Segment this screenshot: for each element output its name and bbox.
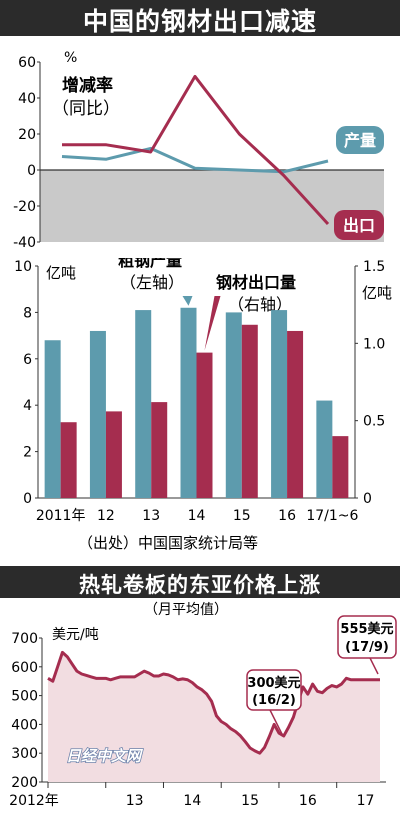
year-label: 13 bbox=[126, 793, 144, 809]
y-tick-label: 60 bbox=[18, 55, 36, 71]
bar1-label-name: 粗钢产量 bbox=[118, 258, 182, 270]
price-area-fill bbox=[48, 652, 380, 782]
bars bbox=[44, 307, 349, 498]
export-label-badge bbox=[334, 210, 384, 240]
category-label: 2011年 bbox=[36, 508, 86, 524]
y-tick-label: 300 bbox=[11, 746, 38, 762]
y-tick-label: 600 bbox=[11, 660, 38, 676]
bar-production bbox=[225, 312, 242, 498]
title-banner-bottom: 热轧卷板的东亚价格上涨 bbox=[0, 566, 400, 598]
y-tick-labels: 700 600 500 400 300 200 bbox=[11, 631, 42, 791]
series-line-production bbox=[61, 146, 329, 174]
left-tick-label: 2 bbox=[23, 445, 32, 461]
year-label: 2012年 bbox=[9, 793, 59, 809]
right-tick-label: 0 bbox=[363, 491, 372, 507]
bar-production bbox=[316, 400, 333, 498]
series-line-export bbox=[62, 74, 330, 226]
bar-production bbox=[44, 340, 61, 498]
price-subtitle: （月平均值） bbox=[144, 602, 228, 618]
price-line bbox=[47, 650, 380, 755]
left-tick-label: 10 bbox=[14, 259, 32, 275]
category-label: 15 bbox=[233, 508, 251, 524]
high-price-value: 555美元 bbox=[340, 621, 393, 637]
source-note: （出处）中国国家统计局等 bbox=[78, 534, 258, 552]
watermark: 日经中文网 bbox=[66, 747, 144, 765]
bar1-pointer bbox=[182, 296, 193, 306]
bar-export bbox=[151, 402, 168, 498]
bar-export bbox=[287, 330, 304, 498]
y-tick-label: 700 bbox=[11, 631, 38, 647]
year-label: 15 bbox=[241, 793, 259, 809]
legend-title-yoy: （同比） bbox=[52, 99, 120, 119]
low-price-date: (16/2) bbox=[252, 693, 296, 708]
left-tick-labels: 10 8 6 4 2 0 bbox=[14, 259, 38, 507]
bar-export bbox=[196, 352, 213, 498]
y-tick-labels: 60 40 20 0 -20 -40 bbox=[13, 55, 40, 251]
chart-title-top: 中国的钢材出口减速 bbox=[82, 7, 317, 36]
bar2-pointer bbox=[204, 296, 221, 351]
x-year-labels: 2012年 13 14 15 16 17 bbox=[9, 782, 374, 809]
chart-title-bottom: 热轧卷板的东亚价格上涨 bbox=[79, 573, 321, 597]
bar1-label-axis: （左轴） bbox=[120, 273, 184, 292]
bar-export bbox=[332, 436, 349, 498]
price-area-chart: （月平均值） 美元/吨 日经中文网 300美元 (16/2) 555美元 (17… bbox=[9, 602, 397, 809]
export-label-text: 出口 bbox=[343, 216, 375, 235]
bar-export bbox=[241, 324, 258, 498]
bar-export bbox=[60, 422, 77, 498]
bar1-pointer-arrow bbox=[182, 296, 193, 306]
y-tick-label: 20 bbox=[18, 127, 36, 143]
right-tick-label: 1.0 bbox=[363, 336, 385, 352]
high-price-callout: 555美元 (17/9) bbox=[337, 615, 397, 675]
title-banner-top: 中国的钢材出口减速 bbox=[0, 0, 400, 36]
plot-frame bbox=[41, 638, 386, 783]
left-tick-label: 8 bbox=[23, 305, 32, 321]
y-tick-label: -20 bbox=[13, 199, 36, 215]
y-tick-label: -40 bbox=[13, 235, 36, 251]
production-label-text: 产量 bbox=[344, 131, 376, 150]
bar-production bbox=[135, 310, 152, 498]
y-tick-label: 400 bbox=[11, 717, 38, 733]
negative-zone-shade bbox=[40, 170, 384, 242]
steel-bar-chart: 亿吨 亿吨 粗钢产量 （左轴） 钢材出口量 （右轴） （出处）中国国家统计局等 … bbox=[14, 258, 392, 552]
category-label: 16 bbox=[278, 508, 296, 524]
category-label: 13 bbox=[142, 508, 160, 524]
left-tick-label: 6 bbox=[23, 352, 32, 368]
right-unit-label: 亿吨 bbox=[362, 284, 392, 302]
low-price-value: 300美元 bbox=[247, 675, 300, 691]
right-tick-labels: 1.5 1.0 0.5 0 bbox=[355, 259, 385, 507]
bar-production bbox=[180, 307, 197, 498]
left-tick-label: 4 bbox=[23, 398, 32, 414]
category-label: 17/1~6 bbox=[306, 508, 358, 524]
legend-title-growth: 增减率 bbox=[62, 75, 113, 96]
category-label: 12 bbox=[97, 508, 115, 524]
y-tick-label: 500 bbox=[11, 689, 38, 705]
right-tick-label: 0.5 bbox=[363, 414, 385, 430]
production-label-badge bbox=[336, 126, 384, 154]
right-tick-label: 1.5 bbox=[363, 259, 385, 275]
bar2-label-axis: （右轴） bbox=[228, 295, 292, 314]
bar-production bbox=[271, 310, 288, 498]
price-unit-label: 美元/吨 bbox=[52, 627, 99, 643]
bar-export bbox=[105, 411, 122, 498]
year-label: 16 bbox=[299, 793, 317, 809]
y-tick-label: 200 bbox=[11, 775, 38, 791]
export-series-label: 出口 bbox=[334, 210, 384, 240]
left-tick-label: 0 bbox=[23, 491, 32, 507]
y-tick-label: 40 bbox=[18, 91, 36, 107]
year-label: 17 bbox=[357, 793, 375, 809]
low-price-callout: 300美元 (16/2) bbox=[246, 669, 302, 735]
bar2-label-name: 钢材出口量 bbox=[216, 273, 296, 292]
high-price-date: (17/9) bbox=[345, 640, 389, 655]
left-unit-label: 亿吨 bbox=[46, 264, 76, 282]
category-label: 14 bbox=[188, 508, 206, 524]
unit-label-percent: % bbox=[64, 50, 77, 66]
bar2-pointer-arrow bbox=[204, 296, 221, 351]
y-tick-label: 0 bbox=[27, 163, 36, 179]
category-labels: 2011年 12 13 14 15 16 17/1~6 bbox=[36, 508, 359, 524]
year-label: 14 bbox=[183, 793, 201, 809]
production-series-label: 产量 bbox=[336, 126, 384, 154]
bar-production bbox=[89, 330, 106, 498]
